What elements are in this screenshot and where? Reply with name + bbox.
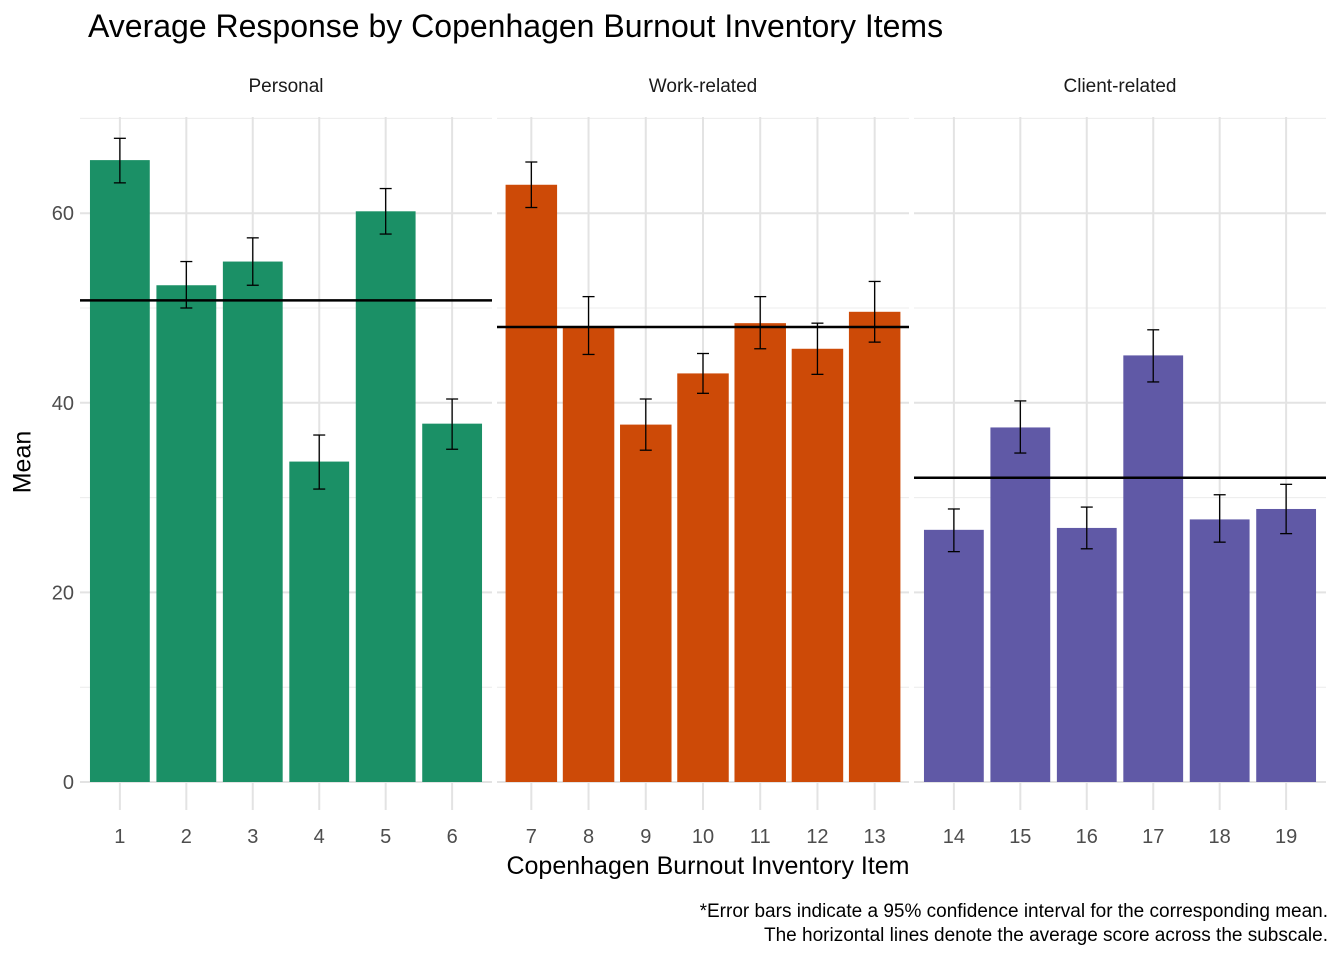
bar — [1189, 519, 1250, 782]
bar — [1056, 527, 1117, 782]
error-bar — [246, 237, 259, 286]
x-tick-label: 13 — [864, 826, 886, 848]
error-bar — [947, 508, 960, 553]
error-bar — [811, 322, 824, 376]
x-tick-label: 7 — [526, 826, 537, 848]
bar — [156, 285, 217, 782]
x-tick-label: 14 — [943, 826, 965, 848]
y-tick-label: 0 — [63, 772, 74, 794]
bar — [1123, 355, 1184, 782]
x-tick-label: 5 — [380, 826, 391, 848]
x-tick-label: 11 — [750, 826, 771, 848]
bar — [89, 160, 150, 782]
x-tick-label: 18 — [1209, 826, 1231, 848]
bar — [990, 427, 1051, 782]
bar — [791, 348, 844, 782]
error-bar — [639, 398, 652, 451]
panel-personal: Personal 1 2 3 4 5 6 — [80, 76, 492, 848]
error-bar — [446, 398, 459, 450]
x-tick-label: 2 — [181, 826, 192, 848]
error-bar — [754, 295, 767, 350]
x-tick-label: 15 — [1009, 826, 1031, 848]
panel-strip-label: Personal — [249, 76, 324, 97]
x-tick-label: 10 — [692, 826, 714, 848]
x-tick-label: 8 — [583, 826, 594, 848]
panel-client-related: Client-related 14 15 16 17 18 19 — [914, 76, 1326, 848]
panel-strip-label: Client-related — [1064, 76, 1177, 97]
y-tick-label: 60 — [52, 203, 74, 225]
x-tick-label: 3 — [247, 826, 258, 848]
caption-line-1: *Error bars indicate a 95% confidence in… — [699, 901, 1328, 922]
x-tick-label: 12 — [806, 826, 828, 848]
x-tick-label: 17 — [1142, 826, 1164, 848]
x-tick-label: 16 — [1076, 826, 1098, 848]
error-bar — [582, 295, 595, 356]
error-bar — [1014, 400, 1027, 454]
bar — [289, 461, 350, 782]
chart-title: Average Response by Copenhagen Burnout I… — [88, 8, 944, 44]
x-tick-label: 6 — [447, 826, 458, 848]
y-tick-label: 40 — [52, 393, 74, 415]
x-tick-label: 19 — [1275, 826, 1297, 848]
chart-caption: *Error bars indicate a 95% confidence in… — [700, 900, 1328, 948]
error-bar — [1213, 494, 1226, 543]
y-tick-label: 20 — [52, 582, 74, 604]
error-bar — [379, 187, 392, 235]
bar — [1256, 508, 1317, 782]
error-bar — [113, 137, 126, 184]
x-tick-label: 4 — [314, 826, 325, 848]
x-axis-label: Copenhagen Burnout Inventory Item — [506, 852, 910, 880]
error-bar — [1080, 506, 1093, 550]
error-bar — [525, 161, 538, 209]
caption-line-2: The horizontal lines denote the average … — [764, 925, 1328, 946]
bar — [222, 261, 283, 783]
x-tick-label: 1 — [114, 826, 125, 848]
bar — [505, 184, 558, 782]
error-bar — [868, 280, 881, 343]
error-bar — [1147, 329, 1160, 383]
panel-work-related: Work-related 7 8 9 10 11 12 13 — [497, 76, 909, 848]
bar — [848, 311, 901, 782]
bar — [422, 423, 483, 782]
bar — [923, 529, 984, 782]
bar — [677, 373, 729, 782]
error-bar — [1280, 483, 1293, 535]
bar — [355, 211, 416, 782]
panel-strip-label: Work-related — [649, 76, 757, 97]
bar — [562, 326, 615, 782]
bar — [620, 424, 672, 782]
x-tick-label: 9 — [640, 826, 651, 848]
error-bar — [697, 352, 709, 394]
error-bar — [313, 434, 326, 490]
bar — [734, 323, 786, 782]
